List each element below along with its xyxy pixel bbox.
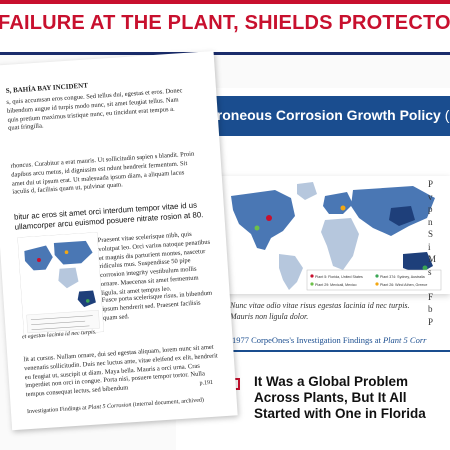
marker-mexico: [254, 225, 260, 231]
world-map: Plant 5: Florida, United States Plant 37…: [213, 176, 450, 294]
policy-title-suffix: (5: [444, 107, 450, 123]
marker-sydney: [422, 265, 428, 271]
header-stripe: [0, 0, 450, 4]
right-text-line: i: [428, 241, 431, 252]
header-banner: FAILURE AT THE PLANT, SHIELDS PROTECTOR …: [0, 0, 450, 55]
map-south-america: [279, 254, 303, 290]
map-greenland: [297, 182, 317, 200]
document-footer-italic: Plant 5 Corrosion: [87, 402, 132, 412]
marker-greece: [340, 205, 346, 211]
section-divider: [196, 350, 450, 352]
map-caption: Nunc vitae odio vitae risus egestas laci…: [230, 301, 410, 321]
policy-title-bar: Erroneous Corrosion Growth Policy (5: [190, 96, 450, 136]
policy-title: Erroneous Corrosion Growth Policy (5: [202, 107, 450, 123]
world-map-card: Plant 5: Florida, United States Plant 37…: [213, 176, 450, 294]
right-text-line: M: [428, 254, 437, 264]
tilted-document: S, BAHÍA BAY INCIDENT s, quis accumsan e…: [0, 51, 238, 431]
map-legend-box: [306, 269, 442, 291]
document-pull-quote: bitur ac eros sit amet orci interdum tem…: [13, 200, 204, 232]
bullet-text: It Was a Global Problem Across Plants, B…: [254, 374, 426, 421]
document-footer-suffix: (internal document, archived): [131, 397, 205, 409]
document-map-figure: [17, 231, 105, 338]
page-title: FAILURE AT THE PLANT, SHIELDS PROTECTOR …: [0, 12, 450, 34]
document-heading: S, BAHÍA BAY INCIDENT: [5, 81, 89, 95]
document-page-number: p.191: [199, 379, 214, 387]
right-text-line: s: [428, 266, 432, 277]
document-footer: Investigation Findings at Plant 5 Corros…: [27, 396, 227, 415]
right-text-line: v: [428, 191, 433, 202]
document-figure: [17, 231, 105, 347]
right-text-line: [428, 278, 450, 291]
map-africa: [321, 218, 359, 270]
marker-florida: [266, 215, 272, 221]
document-paragraph: Praesent vitae scelerisque nibh, quis vo…: [97, 230, 211, 297]
map-legend-1: Plant 5: Florida, United States: [315, 275, 363, 279]
policy-title-text: Erroneous Corrosion Growth Policy: [202, 107, 441, 123]
map-legend-4: Plant 26: Wind Athen, Greece: [380, 283, 427, 287]
map-legend-3: Plant 29: Mexicali, Mexico: [315, 283, 357, 287]
map-legend-2: Plant 374: Sydney, Australia: [380, 275, 425, 279]
right-text-line: P: [428, 179, 434, 189]
document-paragraph: lit at cursus. Nullam ornare, dui sed eg…: [23, 343, 218, 399]
document-paragraph: rhoncus. Curabitur a erat mauris. Ut sol…: [10, 150, 195, 197]
right-column-text: P v p n S i M s F b P: [428, 178, 450, 328]
right-text-line: P: [428, 316, 434, 327]
finding-citation-italic: Plant 5 Corr: [382, 335, 427, 345]
map-europe: [323, 192, 353, 214]
right-text-line: n: [428, 216, 433, 227]
map-north-america: [231, 190, 295, 250]
document-paragraph: s, quis accumsan eros congue. Sed tellus…: [6, 87, 183, 133]
right-text-line: S: [428, 229, 434, 239]
right-text-line: b: [428, 304, 433, 314]
right-text-line: p: [428, 204, 433, 214]
finding-citation-text: 1977 CorpeOnes's Investigation Findings …: [232, 335, 383, 345]
finding-citation: 1977 CorpeOnes's Investigation Findings …: [232, 335, 426, 345]
map-china: [389, 206, 415, 226]
document-footer-prefix: Investigation Findings at: [26, 405, 89, 416]
right-text-line: F: [428, 291, 434, 302]
